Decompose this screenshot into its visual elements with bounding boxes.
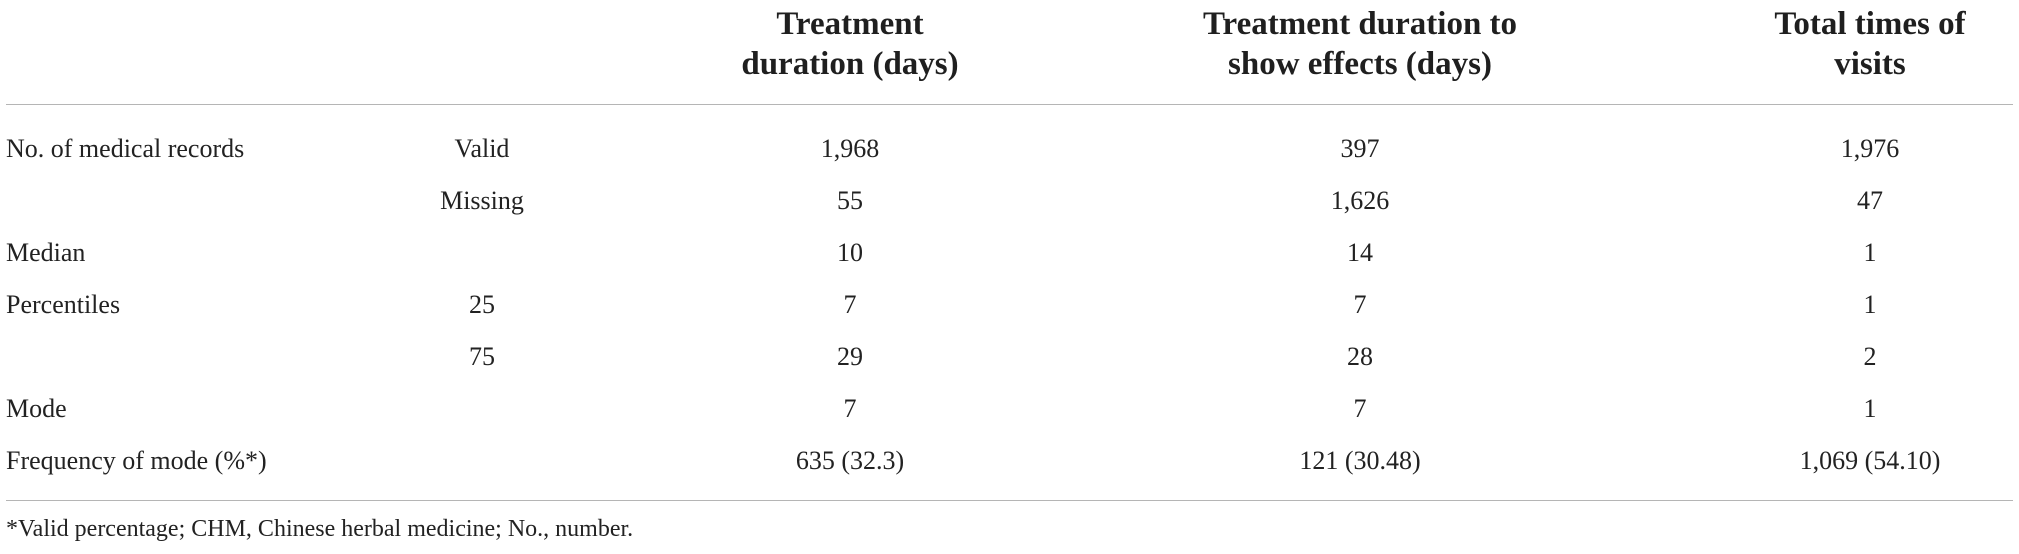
row-sublabel: Missing (440, 186, 524, 215)
header-line: Treatment duration to (1202, 6, 1518, 42)
table-cell: 1 (1863, 290, 1877, 319)
row-label: No. of medical records (6, 134, 245, 163)
table-cell: 47 (1857, 186, 1883, 215)
row-label: Median (6, 238, 86, 267)
row-sublabel: 75 (469, 342, 495, 371)
table-cell: 29 (837, 342, 863, 371)
row-label: Mode (6, 394, 67, 423)
table-cell: 1,976 (1840, 134, 1900, 163)
table-header-row: Treatment duration (days) Treatment dura… (0, 0, 2019, 104)
header-line: show effects (days) (1228, 46, 1492, 82)
table-cell: 397 (1340, 134, 1380, 163)
table-bottom-divider (6, 500, 2013, 501)
table-cell: 1,626 (1330, 186, 1390, 215)
header-line: duration (days) (741, 46, 959, 82)
table-cell: 10 (837, 238, 863, 267)
header-line: visits (1834, 46, 1906, 82)
table-cell: 1,069 (54.10) (1799, 446, 1941, 475)
table-row: Frequency of mode (%*) 635 (32.3) 121 (3… (0, 435, 2019, 487)
table-row: Median 10 14 1 (0, 227, 2019, 279)
header-line: Treatment (776, 6, 924, 42)
table-cell: 14 (1347, 238, 1373, 267)
header-line: Total times of (1774, 6, 1966, 42)
row-sublabel: Valid (454, 134, 510, 163)
header-total-visits: Total times of visits (1720, 4, 2019, 84)
table-cell: 7 (843, 394, 857, 423)
header-duration-to-effect: Treatment duration to show effects (days… (1160, 4, 1560, 84)
table-row: Percentiles 25 7 7 1 (0, 279, 2019, 331)
table-cell: 55 (837, 186, 863, 215)
table-cell: 7 (843, 290, 857, 319)
table-footnote: *Valid percentage; CHM, Chinese herbal m… (6, 516, 634, 542)
row-sublabel: 25 (469, 290, 495, 319)
table-cell: 2 (1863, 342, 1877, 371)
row-label: Percentiles (6, 290, 121, 319)
table-cell: 7 (1353, 290, 1367, 319)
table-cell: 28 (1347, 342, 1373, 371)
header-divider (6, 104, 2013, 105)
table-row: No. of medical records Valid 1,968 397 1… (0, 123, 2019, 175)
table-cell: 1,968 (820, 134, 880, 163)
table-cell: 7 (1353, 394, 1367, 423)
table-cell: 635 (32.3) (795, 446, 905, 475)
table-cell: 1 (1863, 394, 1877, 423)
row-label: Frequency of mode (%*) (6, 446, 267, 475)
header-treatment-duration: Treatment duration (days) (700, 4, 1000, 84)
table-cell: 121 (30.48) (1299, 446, 1421, 475)
table-row: Mode 7 7 1 (0, 383, 2019, 435)
table-row: 75 29 28 2 (0, 331, 2019, 383)
table-cell: 1 (1863, 238, 1877, 267)
table-row: Missing 55 1,626 47 (0, 175, 2019, 227)
